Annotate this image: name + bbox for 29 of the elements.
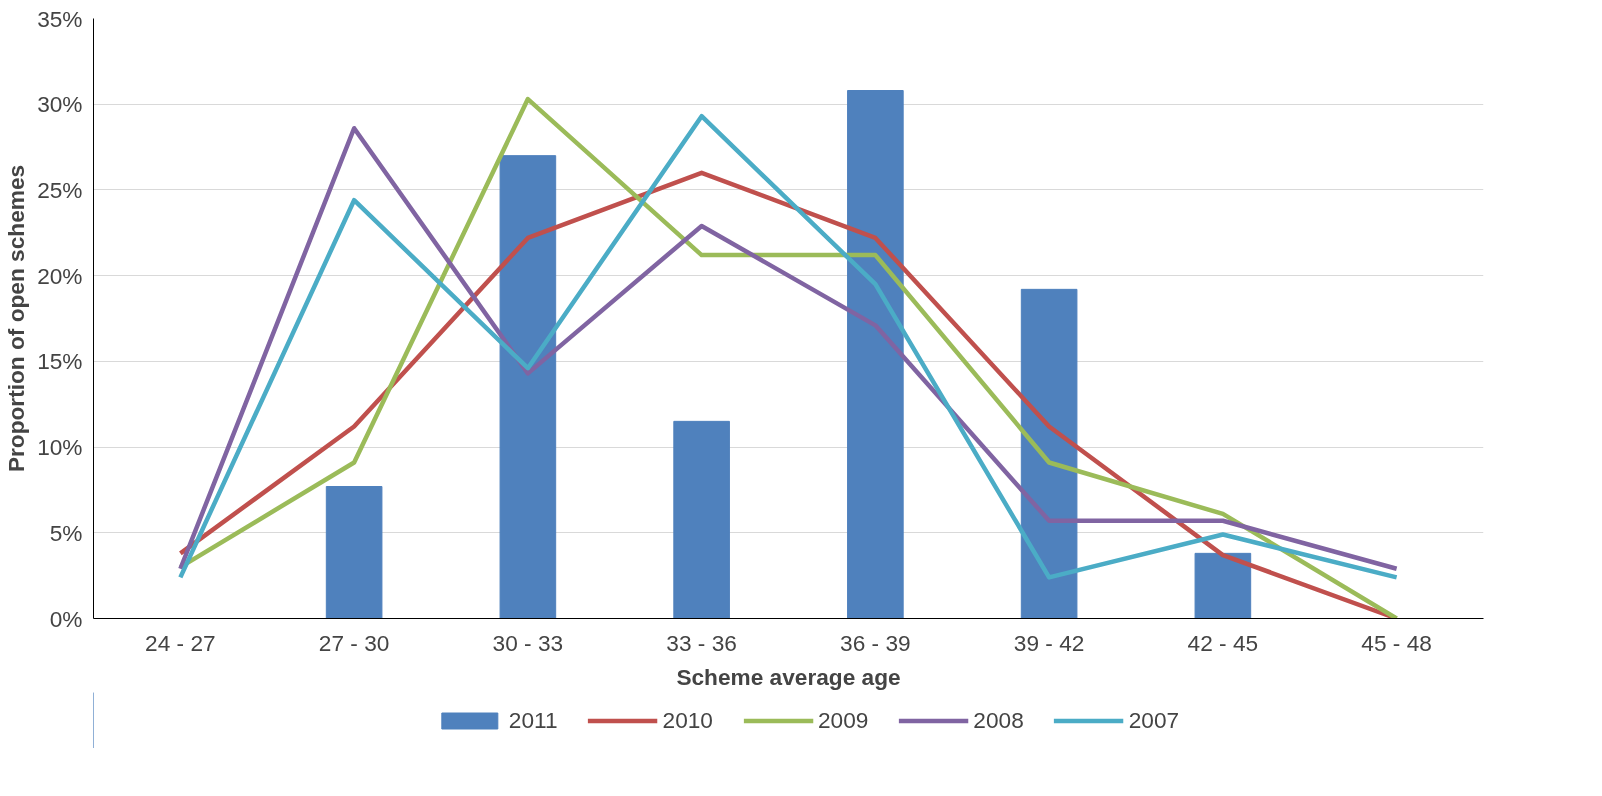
y-axis-title: Proportion of open schemes [3,164,30,473]
legend-label: 2008 [973,706,1024,734]
bar [499,155,557,619]
x-tick-label: 36 - 39 [840,629,911,656]
x-tick-label: 33 - 36 [666,629,737,656]
x-tick-label: 30 - 33 [492,629,564,656]
y-tick-label: 20% [37,262,83,289]
y-tick-label: 30% [37,91,83,118]
legend-label: 2009 [817,706,869,734]
y-tick-label: 10% [37,434,83,461]
x-tick-label: 45 - 48 [1361,629,1432,656]
legend-label: 2007 [1128,706,1180,734]
y-tick-label: 35% [37,5,83,32]
y-tick-label: 0% [49,605,83,632]
x-tick-label: 27 - 30 [318,629,390,656]
x-axis-title: Scheme average age [676,663,901,690]
bar [673,420,730,619]
legend-label: 2010 [662,706,713,734]
x-tick-label: 39 - 42 [1013,629,1085,656]
y-tick-label: 25% [37,176,83,203]
bar [325,486,383,619]
y-tick-label: 15% [37,348,83,375]
bar [847,90,904,619]
x-tick-label: 24 - 27 [145,629,216,656]
legend-label: 2011 [508,706,558,734]
bar [1194,552,1252,619]
bar [1020,288,1078,619]
y-tick-label: 5% [49,519,83,546]
x-tick-label: 42 - 45 [1187,629,1259,656]
